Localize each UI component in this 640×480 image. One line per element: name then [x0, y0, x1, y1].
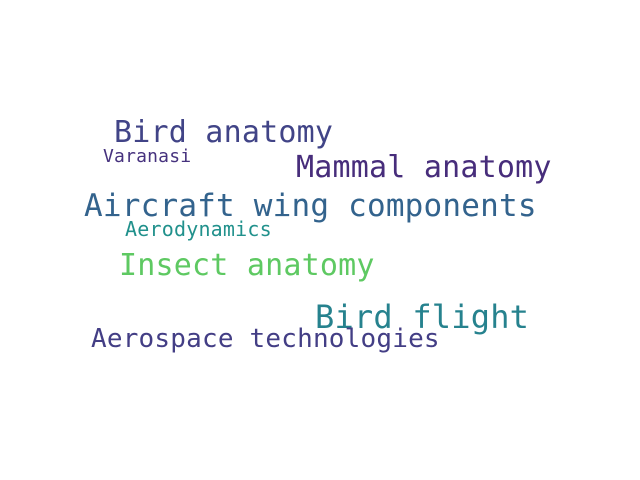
word-bird-flight: Bird flight	[315, 298, 530, 336]
word-bird-anatomy: Bird anatomy	[114, 115, 334, 150]
word-aerodynamics: Aerodynamics	[125, 217, 272, 241]
word-mammal-anatomy: Mammal anatomy	[296, 150, 552, 185]
word-aerospace-technologies: Aerospace technologies	[91, 324, 440, 354]
word-insect-anatomy: Insect anatomy	[119, 248, 375, 283]
word-varanasi: Varanasi	[103, 146, 192, 167]
word-aircraft-wing-components: Aircraft wing components	[84, 188, 537, 224]
